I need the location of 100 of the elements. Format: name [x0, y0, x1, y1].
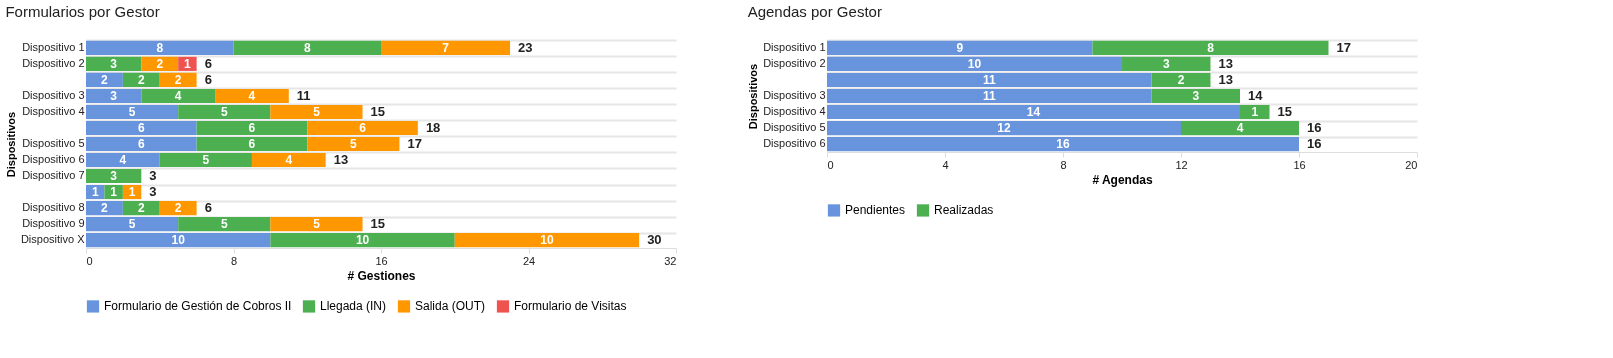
- bar: [86, 201, 123, 216]
- bar: [1181, 121, 1299, 136]
- x-tick-label: 16: [1293, 158, 1306, 171]
- bar: [1092, 40, 1329, 55]
- data-label: 2: [137, 201, 145, 216]
- total-label: 15: [370, 103, 386, 119]
- data-label: 11: [982, 89, 996, 103]
- data-label: 5: [128, 104, 136, 119]
- bar: [196, 120, 308, 136]
- bar: [1151, 88, 1240, 104]
- data-label: 6: [248, 137, 256, 151]
- bar: [178, 217, 271, 232]
- x-tick-label: 0: [827, 158, 834, 171]
- data-label: 5: [313, 104, 321, 119]
- data-label: 1: [184, 56, 192, 71]
- chart-title: Formularios por Gestor: [5, 3, 160, 20]
- total-label: 6: [204, 200, 212, 216]
- data-label: 5: [128, 217, 136, 232]
- bar: [86, 72, 123, 87]
- x-axis-title: # Gestiones: [347, 268, 416, 283]
- total-label: 13: [1218, 55, 1233, 71]
- data-label: 5: [313, 217, 321, 232]
- x-axis-title: # Agendas: [1092, 172, 1153, 187]
- chart-title: Agendas por Gestor: [747, 3, 882, 20]
- bar: [251, 152, 326, 168]
- y-tick-label: Dispositivo 4: [22, 104, 85, 117]
- bar: [86, 104, 179, 119]
- bar: [104, 185, 123, 200]
- bar: [86, 169, 142, 184]
- data-label: 6: [137, 120, 145, 135]
- bar: [1151, 72, 1211, 88]
- total-label: 11: [296, 87, 311, 103]
- data-label: 8: [1207, 40, 1215, 55]
- bar: [86, 233, 271, 248]
- y-tick-label: Dispositivo 2: [763, 56, 826, 69]
- legend-label: Formulario de Visitas: [514, 299, 627, 314]
- data-label: 3: [149, 184, 157, 200]
- bar: [827, 40, 1093, 55]
- data-label: 10: [540, 233, 554, 248]
- bar: [86, 152, 160, 168]
- y-tick-label: Dispositivo 1: [22, 40, 85, 53]
- data-label: 5: [350, 137, 357, 151]
- y-tick-label: Dispositivo 6: [763, 137, 826, 150]
- data-label: 10: [355, 233, 370, 248]
- y-tick-label: Dispositivo 7: [22, 169, 85, 182]
- bar: [307, 136, 400, 152]
- y-axis-title: Dispositivos: [747, 63, 760, 130]
- bar: [270, 233, 455, 248]
- total-label: 23: [518, 39, 533, 55]
- bar: [178, 104, 271, 119]
- data-label: 1: [91, 185, 99, 200]
- y-tick-label: Dispositivo 3: [22, 88, 85, 101]
- legend-label: Salida (OUT): [415, 299, 486, 314]
- data-label: 5: [220, 104, 228, 119]
- total-label: 13: [1218, 71, 1233, 87]
- y-tick-label: Dispositivo 3: [763, 89, 826, 101]
- x-tick-label: 24: [522, 254, 536, 267]
- x-tick-label: 8: [1060, 158, 1067, 171]
- data-label: 11: [982, 72, 996, 87]
- data-label: 6: [137, 137, 145, 151]
- x-tick-label: 4: [942, 158, 949, 171]
- bar: [827, 104, 1240, 120]
- bar: [827, 121, 1181, 136]
- data-label: 3: [1192, 89, 1200, 103]
- legend-label: Realizadas: [934, 203, 994, 218]
- x-tick-label: 12: [1175, 158, 1188, 171]
- bar: [827, 88, 1152, 104]
- data-label: 2: [156, 56, 164, 71]
- total-label: 6: [204, 55, 212, 71]
- data-label: 4: [248, 88, 256, 103]
- y-tick-label: Dispositivo 6: [22, 153, 85, 166]
- data-label: 2: [174, 201, 182, 216]
- data-label: 1: [128, 185, 136, 200]
- data-label: 12: [997, 121, 1011, 136]
- y-tick-label: Dispositivo 4: [763, 105, 826, 118]
- bar: [307, 120, 418, 136]
- bar: [1122, 56, 1211, 71]
- total-label: 13: [333, 152, 349, 168]
- bar: [159, 72, 197, 87]
- data-label: 5: [220, 217, 228, 232]
- total-label: 30: [647, 232, 662, 248]
- bar: [86, 56, 142, 71]
- y-tick-label: Dispositivo 9: [22, 217, 85, 230]
- data-label: 8: [303, 40, 311, 55]
- data-label: 16: [1307, 120, 1322, 136]
- bar: [270, 217, 363, 232]
- bar: [196, 136, 308, 152]
- data-label: 8: [156, 40, 164, 55]
- bar: [1240, 104, 1270, 120]
- y-tick-label: Dispositivo 1: [763, 40, 826, 53]
- bar: [86, 120, 197, 136]
- data-label: 2: [174, 72, 182, 87]
- data-label: 2: [101, 72, 109, 87]
- x-tick-label: 8: [230, 254, 238, 267]
- bar: [86, 40, 234, 55]
- data-label: 3: [110, 56, 118, 71]
- total-label: 3: [149, 168, 157, 184]
- total-label: 16: [1056, 137, 1070, 152]
- legend-label: Formulario de Gestión de Cobros II: [104, 299, 292, 314]
- legend-label: Pendientes: [845, 203, 906, 218]
